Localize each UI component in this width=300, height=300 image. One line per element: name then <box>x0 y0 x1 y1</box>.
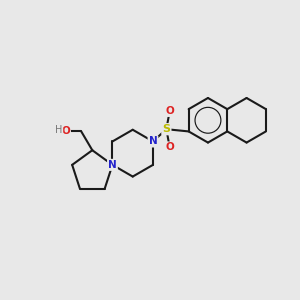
Text: O: O <box>165 106 174 116</box>
Text: O: O <box>61 126 70 136</box>
Text: O: O <box>165 142 174 152</box>
Text: N: N <box>108 160 117 170</box>
Text: H: H <box>55 125 63 135</box>
Text: N: N <box>148 136 158 146</box>
Text: S: S <box>162 124 170 134</box>
